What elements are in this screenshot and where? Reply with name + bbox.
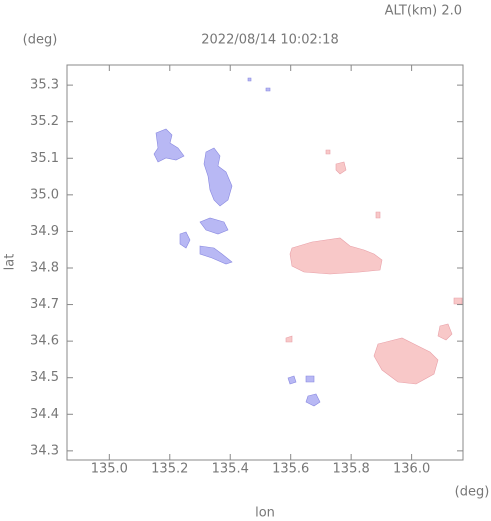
y-tick-label: 34.9 <box>30 224 59 239</box>
y-tick-label: 35.2 <box>30 114 59 129</box>
y-tick-label: 34.6 <box>30 334 59 349</box>
y-tick-label: 34.5 <box>30 370 59 385</box>
y-unit: (deg) <box>23 33 58 48</box>
y-tick-label: 34.7 <box>30 297 59 312</box>
y-tick-label: 34.4 <box>30 407 59 422</box>
y-tick-label: 34.8 <box>30 260 59 275</box>
x-axis-label: lon <box>255 506 275 521</box>
x-unit: (deg) <box>455 485 490 500</box>
y-axis-label: lat <box>3 254 18 271</box>
altitude-label: ALT(km) 2.0 <box>385 4 462 19</box>
y-tick-label: 34.3 <box>30 443 59 458</box>
echo-areas <box>153 77 463 407</box>
x-tick-label: 135.2 <box>151 462 188 477</box>
y-tick-label: 35.1 <box>30 151 59 166</box>
x-tick-label: 135.8 <box>333 462 370 477</box>
x-tick-label: 135.0 <box>91 462 128 477</box>
y-tick-label: 35.0 <box>30 187 59 202</box>
chart-title: 2022/08/14 10:02:18 <box>201 33 338 48</box>
x-tick-label: 135.4 <box>212 462 249 477</box>
x-tick-label: 135.6 <box>272 462 309 477</box>
plot-frame <box>66 64 464 461</box>
x-tick-label: 136.0 <box>393 462 430 477</box>
y-tick-label: 35.3 <box>30 78 59 93</box>
